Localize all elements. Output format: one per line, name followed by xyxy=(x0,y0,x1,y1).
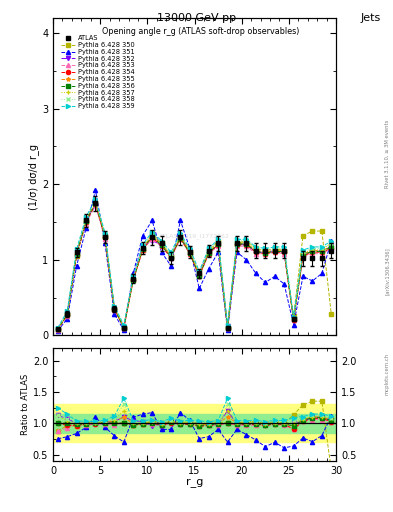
Text: Jets: Jets xyxy=(361,13,381,23)
Text: [arXiv:1306.3436]: [arXiv:1306.3436] xyxy=(385,247,389,295)
Text: 13000 GeV pp: 13000 GeV pp xyxy=(157,13,236,23)
Y-axis label: Ratio to ATLAS: Ratio to ATLAS xyxy=(21,374,30,435)
Text: Rivet 3.1.10, ≥ 3M events: Rivet 3.1.10, ≥ 3M events xyxy=(385,119,389,188)
Legend: ATLAS, Pythia 6.428 350, Pythia 6.428 351, Pythia 6.428 352, Pythia 6.428 353, P: ATLAS, Pythia 6.428 350, Pythia 6.428 35… xyxy=(59,34,136,111)
Text: mcplots.cern.ch: mcplots.cern.ch xyxy=(385,353,389,395)
X-axis label: r_g: r_g xyxy=(186,478,203,488)
Text: ATLAS_2019_I1772062: ATLAS_2019_I1772062 xyxy=(159,234,230,240)
Text: Opening angle r_g (ATLAS soft-drop observables): Opening angle r_g (ATLAS soft-drop obser… xyxy=(101,28,299,36)
Y-axis label: (1/σ) dσ/d r_g: (1/σ) dσ/d r_g xyxy=(28,144,39,209)
